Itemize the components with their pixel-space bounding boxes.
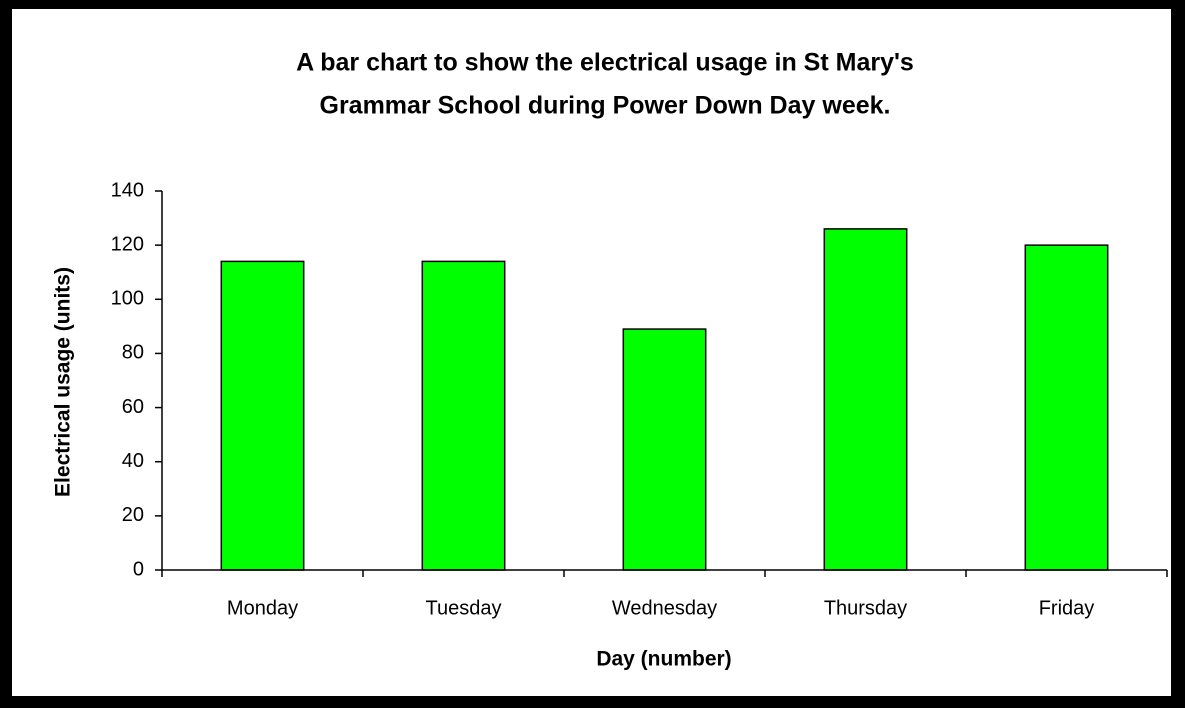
- y-tick-label: 140: [111, 179, 144, 201]
- bar: [823, 228, 908, 571]
- chart-background: [12, 9, 1171, 696]
- x-tick-label: Monday: [227, 597, 298, 619]
- x-axis-title: Day (number): [596, 648, 731, 671]
- y-tick-label: 20: [122, 504, 144, 526]
- x-tick-label: Wednesday: [612, 597, 717, 619]
- y-tick-label: 60: [122, 396, 144, 418]
- y-tick-label: 40: [122, 450, 144, 472]
- bar: [1024, 244, 1109, 571]
- y-axis-title: Electrical usage (units): [52, 267, 75, 497]
- bar: [220, 260, 305, 571]
- x-tick-label: Thursday: [824, 597, 907, 619]
- x-tick-label: Tuesday: [426, 597, 502, 619]
- y-tick-label: 120: [111, 233, 144, 255]
- y-tick-label: 0: [133, 558, 144, 580]
- chart-title: Grammar School during Power Down Day wee…: [320, 92, 891, 120]
- x-tick-label: Friday: [1039, 597, 1095, 619]
- chart-title: A bar chart to show the electrical usage…: [296, 49, 914, 77]
- y-tick-label: 80: [122, 342, 144, 364]
- bar: [622, 328, 707, 571]
- y-tick-label: 100: [111, 288, 144, 310]
- bar: [421, 260, 506, 571]
